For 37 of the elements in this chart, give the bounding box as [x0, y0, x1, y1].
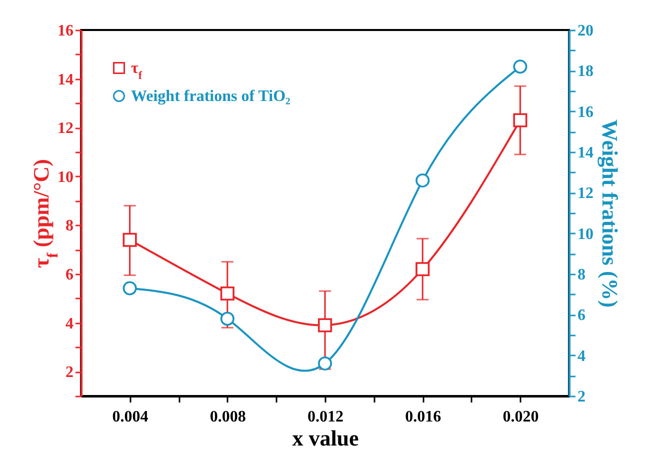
- y2-tick-label: 6: [578, 307, 586, 324]
- y2-tick-label: 8: [578, 266, 586, 284]
- y2-tick-label: 12: [578, 185, 594, 202]
- legend-label: Weight frations of TiO₂: [131, 88, 291, 105]
- point: [513, 60, 528, 74]
- x-axis-title: x value: [292, 426, 360, 450]
- y-tick-label: 8: [66, 218, 74, 235]
- point: [318, 356, 332, 370]
- x-tick-label: 0.012: [308, 408, 344, 426]
- legend-label: τ$_{f}$: [131, 60, 142, 82]
- x-tick-label: 0.004: [112, 408, 148, 426]
- point: [122, 281, 137, 296]
- y2-tick-label: 18: [578, 63, 594, 80]
- y-tick-label: 16: [58, 22, 74, 40]
- y2-axis-title: Weight frations (%): [598, 119, 622, 308]
- y-tick-label: 4: [66, 315, 74, 332]
- y2-tick-label: 14: [578, 144, 594, 162]
- y-tick-label: 12: [58, 120, 74, 138]
- x-tick-label: 0.016: [405, 408, 442, 426]
- x-tick-label: 0.008: [210, 408, 246, 426]
- y2-tick-label: 20: [578, 22, 594, 40]
- y2-tick-label: 2: [578, 388, 586, 406]
- point: [513, 113, 528, 128]
- y-tick-label: 14: [58, 71, 74, 88]
- point: [416, 262, 430, 276]
- point: [122, 232, 137, 247]
- y2-tick-label: 10: [578, 226, 594, 243]
- y2-tick-label: 16: [578, 104, 594, 121]
- y-tick-label: 6: [66, 266, 74, 284]
- point: [220, 286, 234, 301]
- y-tick-label: 2: [66, 364, 74, 382]
- point: [220, 312, 234, 326]
- x-tick-label: 0.020: [502, 408, 539, 426]
- point: [416, 173, 430, 188]
- point: [318, 318, 332, 332]
- y2-tick-label: 4: [578, 348, 586, 365]
- y-tick-label: 10: [58, 168, 74, 186]
